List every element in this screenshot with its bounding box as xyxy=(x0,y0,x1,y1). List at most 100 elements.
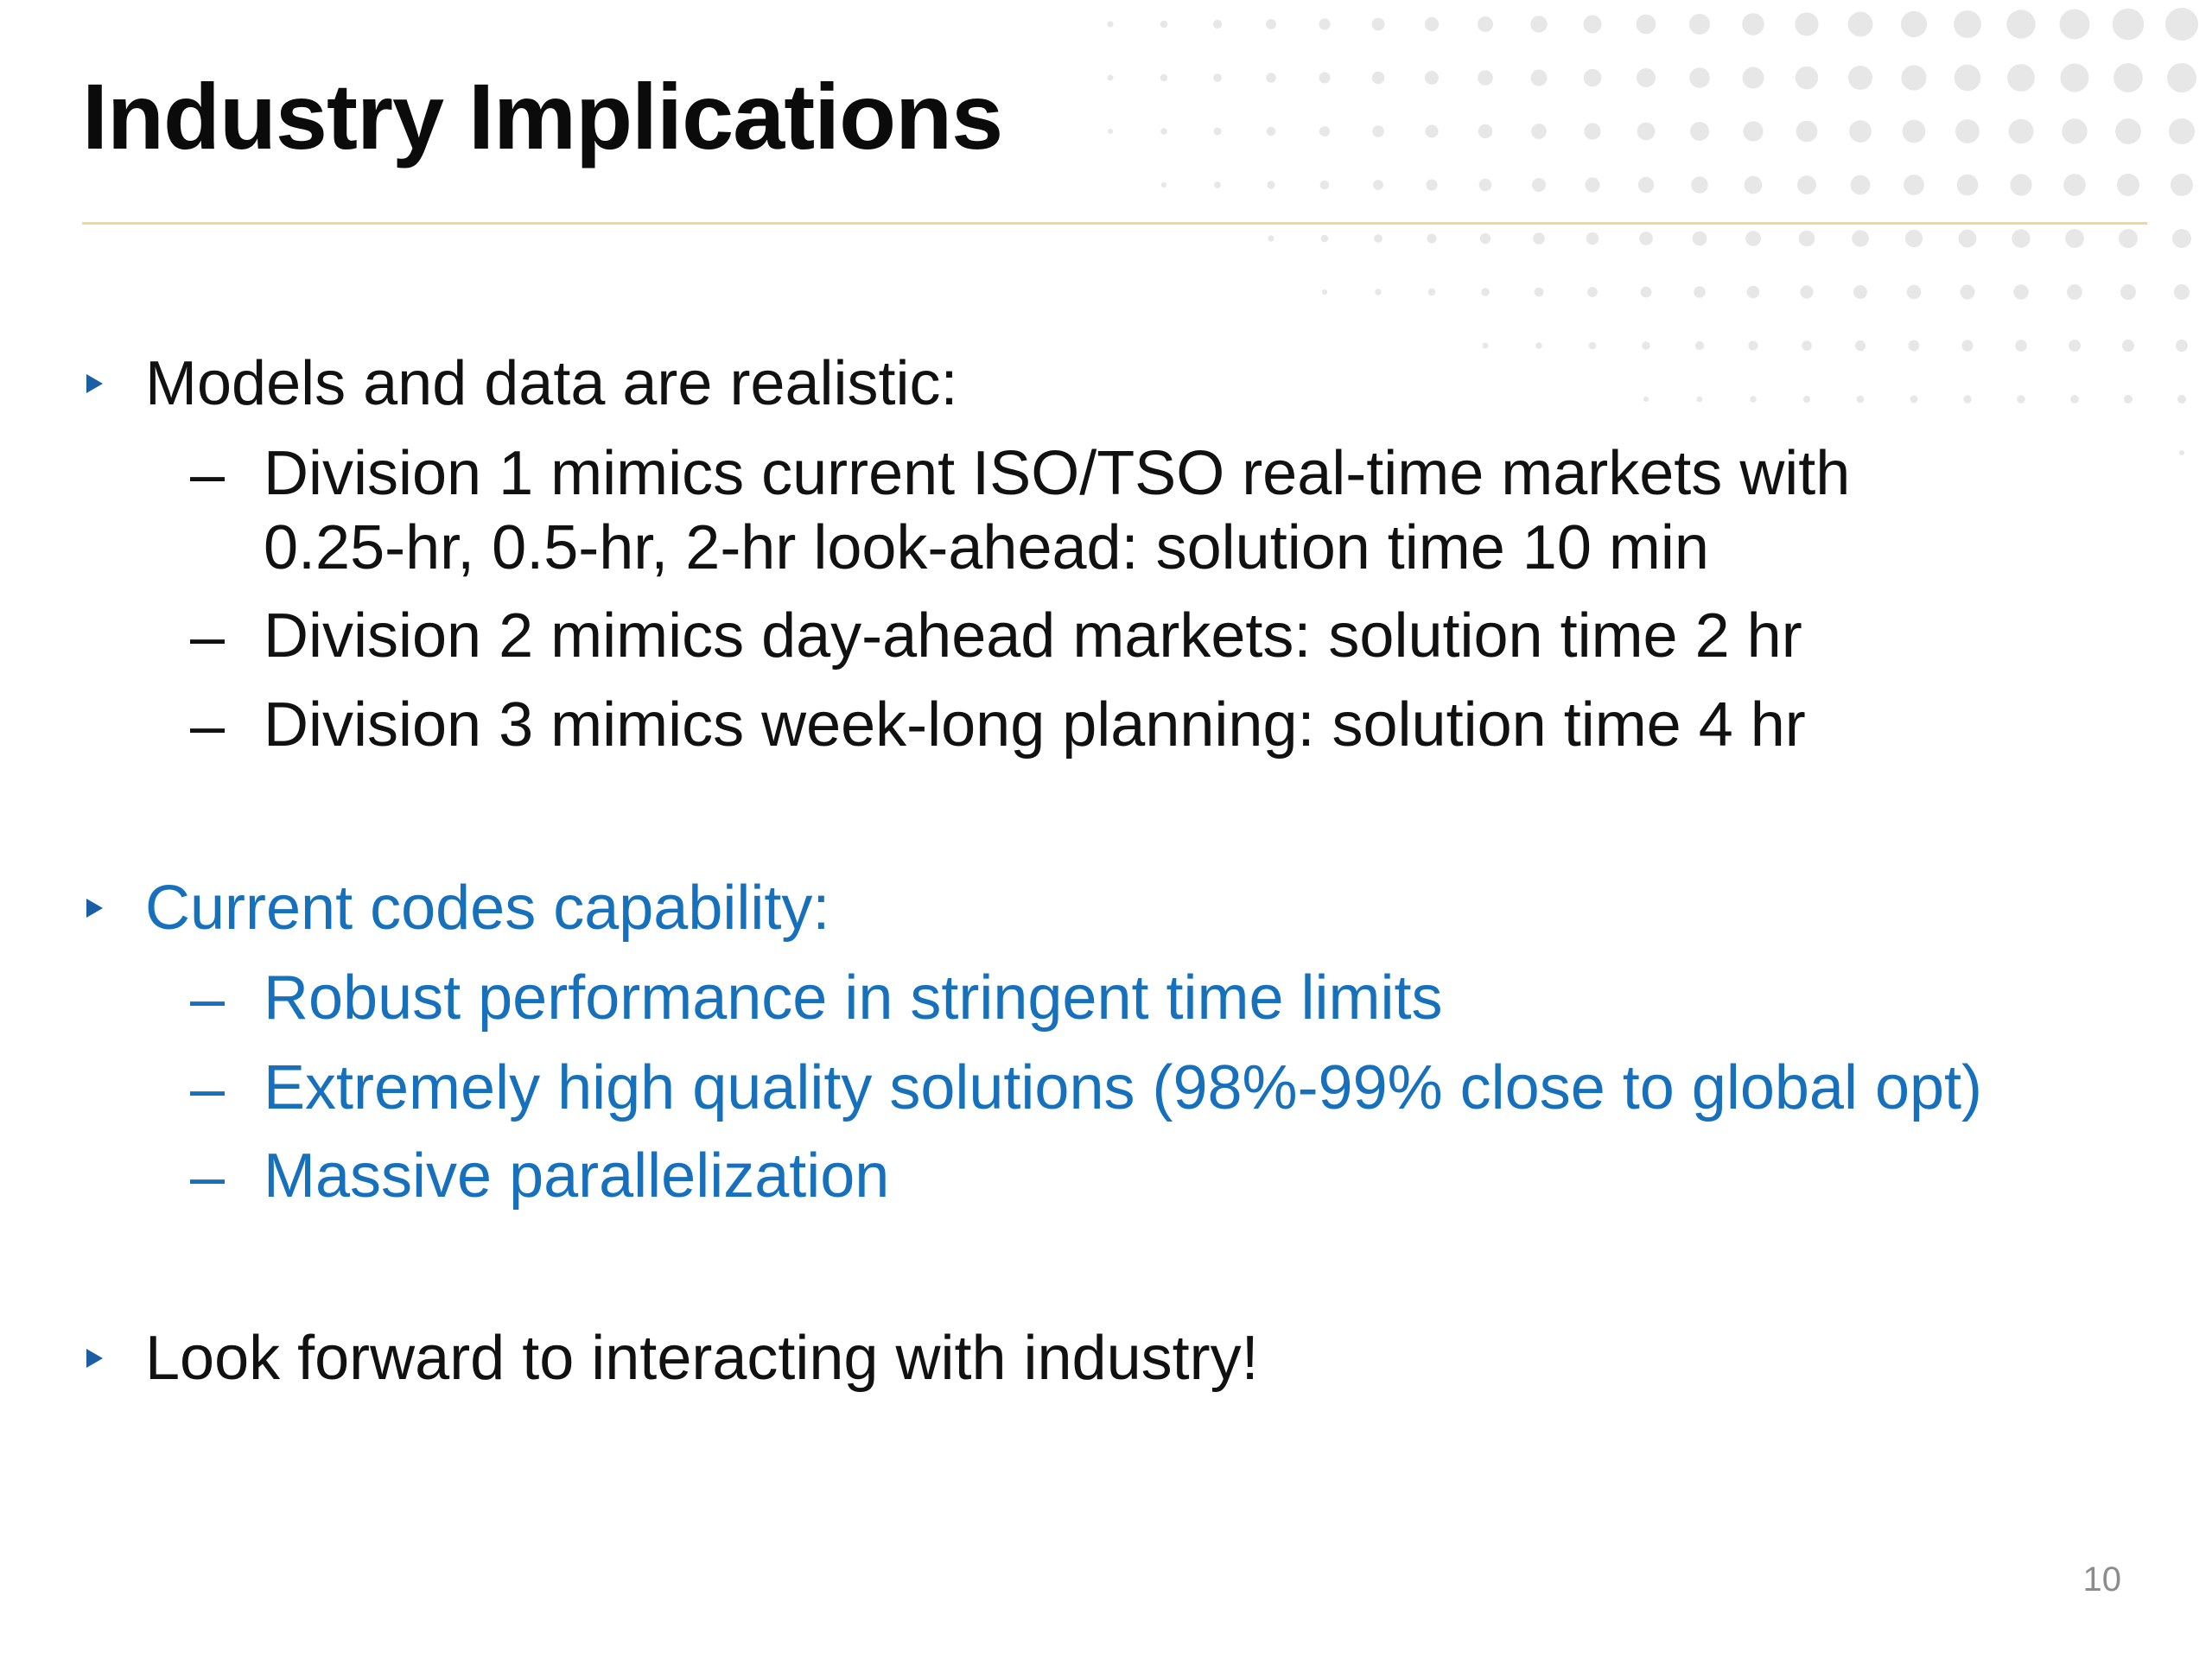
decorative-dot xyxy=(1478,124,1493,139)
dash-bullet-icon: – xyxy=(190,440,226,509)
decorative-dot xyxy=(1213,73,1222,82)
decorative-dot xyxy=(1371,17,1385,31)
slide-title: Industry Implications xyxy=(82,64,1003,168)
decorative-dot xyxy=(1689,67,1710,88)
decorative-dot xyxy=(1374,234,1382,243)
triangle-bullet-icon xyxy=(86,899,103,918)
decorative-dot xyxy=(1802,340,1812,351)
decorative-dot xyxy=(1689,14,1710,35)
sub-bullet-text: Extremely high quality solutions (98%-99… xyxy=(264,1053,1983,1122)
decorative-dot xyxy=(1266,126,1276,137)
decorative-dot xyxy=(1160,181,1167,188)
decorative-dot xyxy=(1478,178,1492,192)
decorative-dot xyxy=(1850,175,1871,195)
decorative-dot xyxy=(1586,232,1599,245)
decorative-dot xyxy=(1746,285,1760,299)
decorative-dot xyxy=(1588,341,1597,350)
decorative-dot xyxy=(1375,289,1382,296)
decorative-dot xyxy=(2008,118,2034,144)
decorative-dot xyxy=(2069,340,2081,352)
sub-bullet-text: 0.25-hr, 0.5-hr, 2-hr look-ahead: soluti… xyxy=(264,513,1709,582)
decorative-dot xyxy=(1107,21,1114,28)
decorative-dot xyxy=(1798,230,1815,247)
decorative-dot xyxy=(1901,65,1927,91)
decorative-dot xyxy=(2165,8,2198,41)
decorative-dot xyxy=(1960,284,1975,300)
dash-bullet-icon: – xyxy=(190,1142,226,1211)
decorative-dot xyxy=(1479,232,1491,245)
decorative-dot xyxy=(1584,123,1601,140)
decorative-dot xyxy=(1908,340,1920,352)
decorative-dot xyxy=(2017,395,2025,404)
decorative-dot xyxy=(1961,340,1974,352)
decorative-dot xyxy=(1748,340,1758,351)
decorative-dot xyxy=(1692,231,1707,246)
decorative-dot xyxy=(1696,396,1703,403)
decorative-dot xyxy=(1372,125,1384,137)
decorative-dot xyxy=(1319,18,1331,30)
decorative-dot xyxy=(1583,15,1602,34)
dash-bullet-icon: – xyxy=(190,691,226,760)
decorative-dot xyxy=(1955,119,1980,143)
decorative-dot xyxy=(1902,119,1926,143)
decorative-dot xyxy=(1904,175,1924,195)
decorative-dot xyxy=(1371,71,1385,85)
decorative-dot xyxy=(1694,286,1706,298)
decorative-dot xyxy=(1426,179,1438,191)
decorative-dot xyxy=(2007,64,2035,92)
decorative-dot xyxy=(1742,67,1764,89)
decorative-dot xyxy=(1642,341,1650,350)
decorative-dot xyxy=(1425,124,1439,138)
decorative-dot xyxy=(1481,288,1490,296)
decorative-dot xyxy=(1427,233,1437,244)
decorative-dot xyxy=(2117,174,2139,196)
decorative-dot xyxy=(2122,340,2134,352)
decorative-dot xyxy=(2167,63,2196,92)
decorative-dot xyxy=(2070,395,2079,404)
sub-bullet-text: Division 3 mimics week-long planning: so… xyxy=(264,690,1806,760)
decorative-dot xyxy=(2013,284,2029,300)
bullet-text: Models and data are realistic: xyxy=(145,349,958,418)
decorative-dot xyxy=(1750,396,1757,403)
decorative-dot xyxy=(2172,229,2191,248)
decorative-dot xyxy=(2174,284,2190,300)
decorative-dot xyxy=(1213,127,1222,136)
decorative-dot xyxy=(1743,121,1764,142)
decorative-dot xyxy=(1742,13,1764,35)
decorative-dot xyxy=(1319,180,1330,190)
decorative-dot xyxy=(1639,232,1653,245)
decorative-dot xyxy=(1906,284,1922,300)
decorative-dot xyxy=(1478,16,1493,32)
decorative-dot xyxy=(1534,287,1544,297)
decorative-dot xyxy=(1320,234,1329,243)
decorative-dot xyxy=(2176,340,2188,352)
decorative-dot xyxy=(2010,174,2032,196)
decorative-dot xyxy=(1268,235,1274,242)
decorative-dot xyxy=(1160,20,1168,29)
decorative-dot xyxy=(1854,340,1866,352)
decorative-dot xyxy=(1795,66,1819,90)
bullet-text: Look forward to interacting with industr… xyxy=(145,1324,1259,1393)
decorative-dot xyxy=(1530,69,1548,86)
decorative-dot xyxy=(1637,68,1656,87)
decorative-dot xyxy=(1637,122,1656,141)
decorative-dot xyxy=(1427,288,1436,296)
decorative-dot xyxy=(1910,395,1918,404)
decorative-dot xyxy=(1319,126,1330,137)
decorative-dot xyxy=(1108,129,1113,134)
decorative-dot xyxy=(1690,122,1709,141)
triangle-bullet-icon xyxy=(86,1349,103,1368)
decorative-dot xyxy=(1482,342,1489,349)
decorative-dot xyxy=(2119,229,2138,248)
decorative-dot xyxy=(1954,10,1981,38)
decorative-dot xyxy=(2179,450,2184,455)
decorative-dot xyxy=(2062,118,2088,144)
decorative-dot xyxy=(1744,175,1763,194)
decorative-dot xyxy=(1424,16,1440,32)
decorative-dot xyxy=(1321,289,1328,296)
decorative-dot xyxy=(1319,72,1331,84)
title-divider xyxy=(82,222,2147,225)
bullet-text: Current codes capability: xyxy=(145,874,830,943)
